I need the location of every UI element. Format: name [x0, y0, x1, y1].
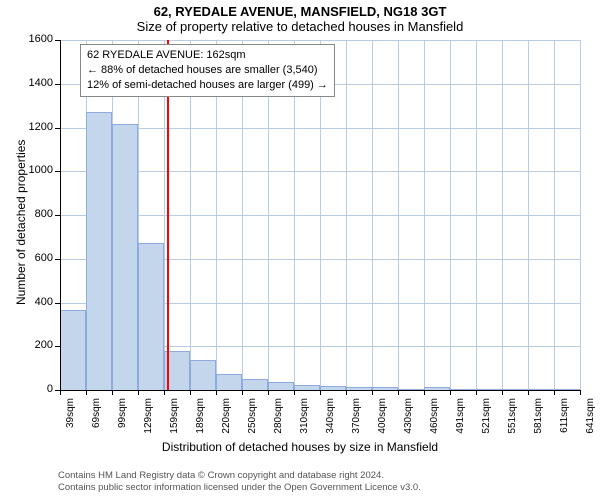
y-tick-label: 1600 — [15, 33, 53, 45]
y-tick — [55, 84, 60, 85]
x-tick — [86, 390, 87, 395]
x-tick — [268, 390, 269, 395]
histogram-bar — [268, 382, 294, 390]
x-tick — [112, 390, 113, 395]
grid-line-h — [60, 128, 580, 129]
grid-line-h — [60, 215, 580, 216]
x-tick — [320, 390, 321, 395]
y-tick — [55, 128, 60, 129]
grid-line-h — [60, 171, 580, 172]
x-tick — [476, 390, 477, 395]
title-subtitle: Size of property relative to detached ho… — [0, 19, 600, 34]
y-tick — [55, 303, 60, 304]
grid-line-v — [580, 40, 581, 390]
y-tick — [55, 259, 60, 260]
y-tick-label: 1400 — [15, 77, 53, 89]
x-tick — [554, 390, 555, 395]
footer-line-2: Contains public sector information licen… — [58, 482, 421, 494]
title-address: 62, RYEDALE AVENUE, MANSFIELD, NG18 3GT — [0, 0, 600, 19]
histogram-bar — [86, 112, 112, 390]
x-tick — [216, 390, 217, 395]
grid-line-h — [60, 40, 580, 41]
y-axis-label: Number of detached properties — [14, 140, 28, 305]
x-tick — [398, 390, 399, 395]
y-tick-label: 200 — [15, 339, 53, 351]
x-tick — [190, 390, 191, 395]
info-line-1: 62 RYEDALE AVENUE: 162sqm — [87, 48, 328, 63]
histogram-bar — [216, 374, 242, 390]
y-axis — [60, 40, 61, 390]
x-tick — [450, 390, 451, 395]
footer-line-1: Contains HM Land Registry data © Crown c… — [58, 470, 421, 482]
y-tick-label: 0 — [15, 383, 53, 395]
x-tick — [502, 390, 503, 395]
x-axis-label: Distribution of detached houses by size … — [0, 440, 600, 454]
y-tick — [55, 215, 60, 216]
info-line-2: ← 88% of detached houses are smaller (3,… — [87, 63, 328, 78]
y-tick-label: 1200 — [15, 121, 53, 133]
info-box: 62 RYEDALE AVENUE: 162sqm ← 88% of detac… — [80, 44, 335, 97]
x-tick — [138, 390, 139, 395]
x-tick — [242, 390, 243, 395]
info-line-3: 12% of semi-detached houses are larger (… — [87, 78, 328, 93]
x-tick — [346, 390, 347, 395]
y-tick — [55, 171, 60, 172]
x-tick — [580, 390, 581, 395]
y-tick — [55, 346, 60, 347]
histogram-bar — [138, 243, 164, 390]
footer-attribution: Contains HM Land Registry data © Crown c… — [58, 470, 421, 495]
x-tick — [164, 390, 165, 395]
x-tick — [60, 390, 61, 395]
x-tick — [528, 390, 529, 395]
histogram-bar — [242, 379, 268, 390]
x-tick — [424, 390, 425, 395]
x-tick — [294, 390, 295, 395]
histogram-bar — [60, 310, 86, 390]
x-tick — [372, 390, 373, 395]
histogram-bar — [190, 360, 216, 390]
y-tick — [55, 40, 60, 41]
histogram-bar — [112, 124, 138, 390]
